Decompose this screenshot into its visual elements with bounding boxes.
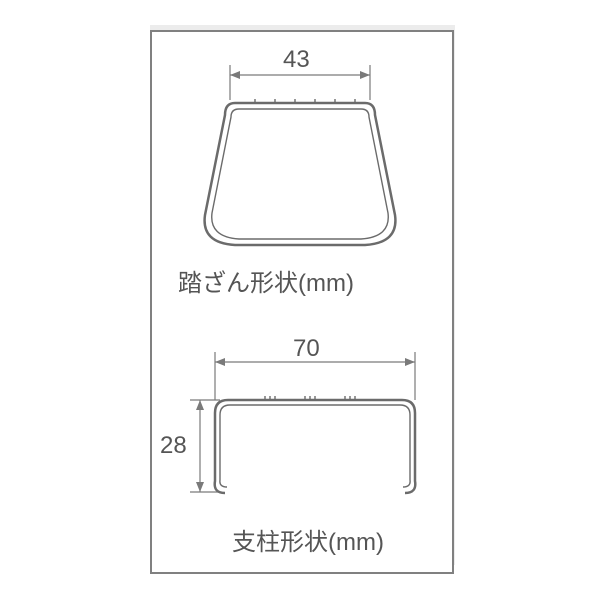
page: { "canvas": { "width_px": 600, "height_p…	[0, 0, 600, 600]
post-profile-label: 支柱形状(mm)	[232, 522, 384, 557]
post-profile-shape	[210, 395, 425, 505]
post-dim-v	[0, 0, 600, 600]
post-dim-v-value: 28	[160, 432, 187, 460]
